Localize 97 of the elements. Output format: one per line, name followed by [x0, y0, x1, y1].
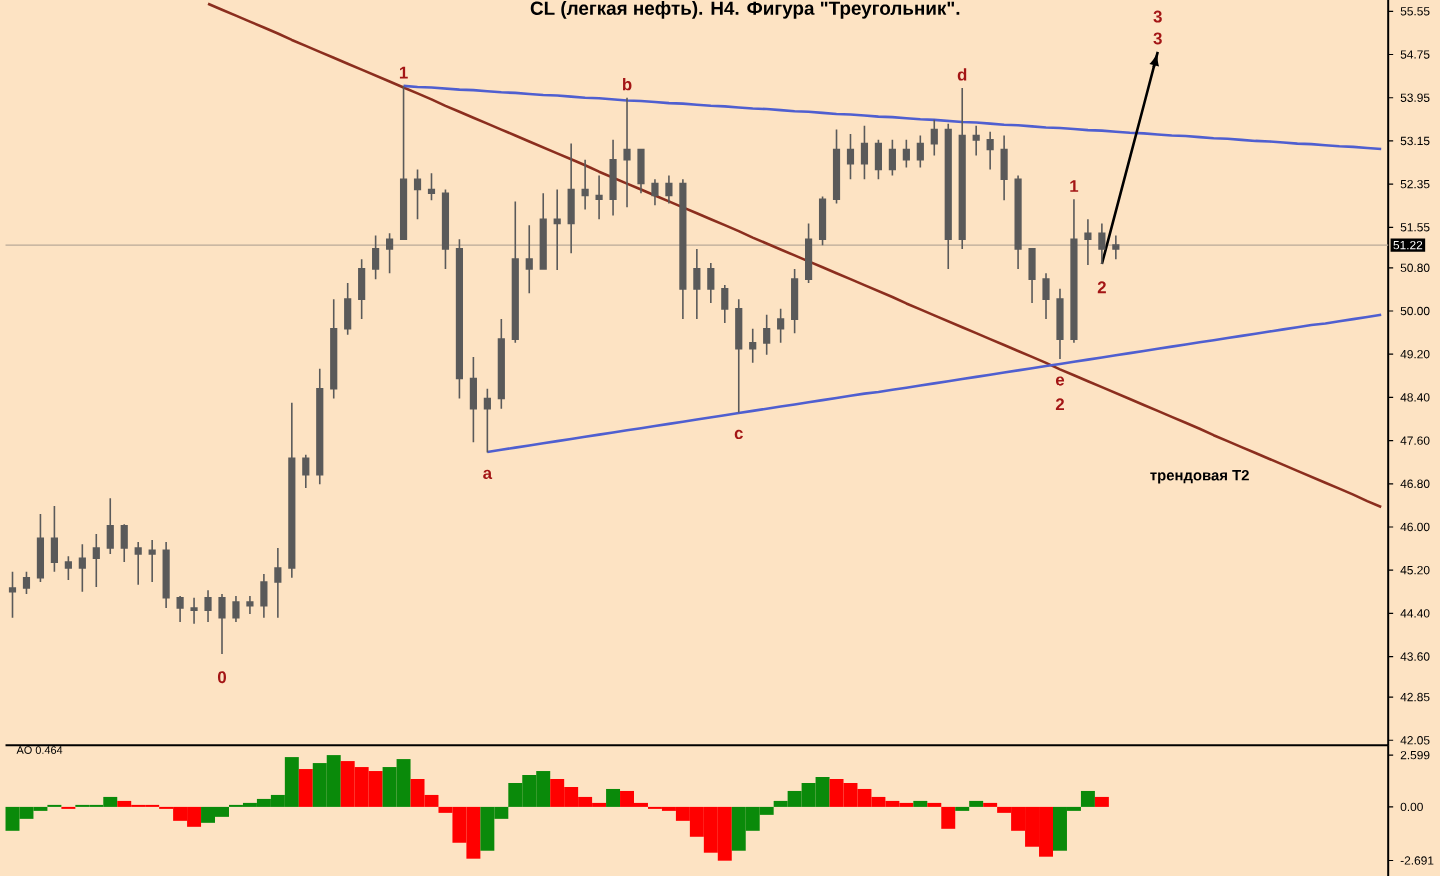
- candlestick: [595, 174, 603, 220]
- candlestick: [721, 283, 729, 324]
- candlestick: [190, 596, 198, 625]
- candlestick: [274, 546, 282, 619]
- candlestick: [232, 594, 240, 623]
- candlestick: [651, 178, 659, 206]
- annotation: 2: [1097, 281, 1106, 293]
- candlestick: [944, 122, 952, 270]
- candlestick: [162, 541, 170, 609]
- candlestick: [846, 132, 855, 180]
- candlestick: [707, 261, 715, 304]
- candlestick: [637, 148, 645, 194]
- candlestick: [148, 538, 156, 583]
- candlestick: [539, 192, 547, 270]
- candlestick: [288, 401, 296, 579]
- annotation: a: [483, 469, 493, 479]
- candlestick: [511, 200, 519, 344]
- annotation: 3: [1153, 32, 1162, 45]
- candlestick: [1056, 287, 1064, 360]
- candlestick: [1028, 247, 1036, 304]
- candlestick: [330, 298, 338, 399]
- candlestick: [567, 142, 575, 254]
- candlestick: [204, 589, 212, 623]
- candlestick: [441, 188, 450, 270]
- candlestick: [483, 387, 491, 453]
- candlestick: [399, 84, 408, 240]
- annotation: b: [622, 77, 632, 91]
- candlestick: [1112, 234, 1120, 260]
- candlestick: [930, 118, 938, 156]
- candlestick: [78, 543, 86, 593]
- candlestick: [665, 174, 673, 205]
- candlestick: [1042, 272, 1050, 320]
- bar: [1094, 796, 1109, 807]
- candlestick: [497, 317, 505, 410]
- candlestick: [581, 158, 589, 210]
- bar: [298, 768, 313, 807]
- candlestick: [469, 355, 477, 443]
- annotation: 3: [1153, 10, 1162, 23]
- candlestick: [64, 555, 72, 581]
- candlestick: [860, 124, 869, 180]
- candlestick: [1098, 222, 1106, 265]
- bar: [941, 806, 956, 829]
- candlestick: [302, 453, 310, 489]
- candlestick: [106, 497, 114, 555]
- candlestick: [623, 96, 631, 208]
- candlestick: [958, 86, 966, 250]
- candlestick: [804, 222, 813, 284]
- candlestick: [260, 572, 268, 619]
- bar: [969, 800, 984, 807]
- annotation: d: [957, 67, 967, 81]
- line-series: [1100, 50, 1160, 266]
- candlestick: [427, 172, 436, 201]
- candlestick: [120, 523, 128, 563]
- candlestick: [22, 570, 31, 595]
- chart-title: CL (легкая нефть). H4. Фигура "Треугольник".: [530, 0, 960, 19]
- candlestick: [92, 532, 100, 588]
- candlestick: [972, 124, 980, 156]
- candlestick: [777, 307, 785, 344]
- bar: [913, 800, 928, 807]
- candlestick: [358, 258, 366, 320]
- annotation: 2: [1055, 398, 1065, 410]
- candlestick: [218, 592, 226, 655]
- candlestick: [763, 313, 771, 356]
- candlestick: [818, 195, 827, 246]
- candlestick: [679, 178, 687, 320]
- annotation: c: [734, 429, 743, 439]
- annotation: 0: [217, 670, 226, 683]
- candlestick: [372, 234, 380, 280]
- candlestick: [525, 224, 533, 294]
- candlestick: [916, 134, 924, 168]
- candlestick: [413, 168, 422, 220]
- candlestick: [8, 570, 17, 619]
- bar: [1080, 790, 1095, 807]
- candlestick: [1070, 198, 1078, 344]
- candlestick: [316, 367, 324, 485]
- candlestick: [50, 504, 58, 573]
- candlestick: [553, 188, 561, 271]
- candlestick: [693, 247, 701, 320]
- candlestick: [246, 594, 254, 615]
- candlestick: [735, 298, 743, 414]
- annotation: 1: [1070, 179, 1079, 192]
- candlestick: [902, 138, 910, 168]
- candlestick: [386, 232, 394, 274]
- annotation: 1: [399, 66, 408, 79]
- candlestick: [1000, 134, 1008, 201]
- candlestick: [749, 327, 757, 364]
- annotation: e: [1055, 376, 1065, 386]
- candlestick: [344, 281, 352, 336]
- candlestick: [986, 130, 994, 171]
- candlestick: [609, 138, 617, 216]
- bar: [606, 788, 621, 807]
- candlestick: [134, 541, 142, 586]
- candlestick: [1014, 174, 1022, 270]
- candlestick: [1084, 218, 1092, 266]
- candlestick: [791, 267, 799, 334]
- candlestick: [36, 512, 45, 583]
- candlestick: [176, 594, 184, 623]
